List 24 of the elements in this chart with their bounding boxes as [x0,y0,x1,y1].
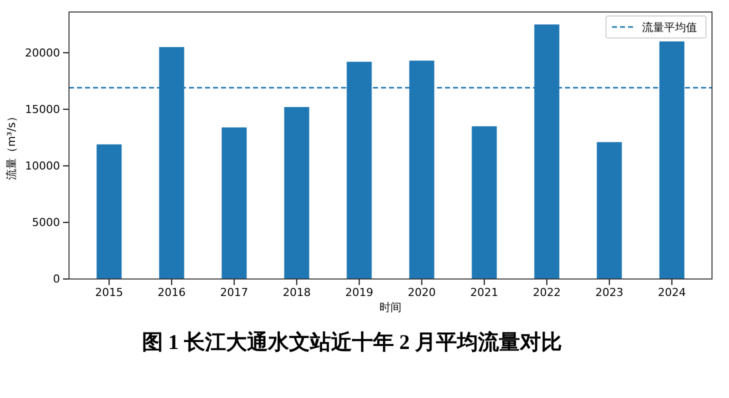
x-tick-label: 2016 [158,286,186,299]
bar [222,127,247,279]
x-tick-label: 2022 [532,286,561,299]
x-tick-label: 2017 [220,286,248,299]
x-tick-label: 2015 [95,286,124,299]
x-tick-label: 2023 [595,286,624,299]
bar [284,107,310,279]
x-tick-label: 2020 [408,286,436,299]
legend-label: 流量平均值 [642,21,697,34]
y-axis-title: 流量（m³/s） [5,111,18,180]
text: 图 1 长江大通水文站近十年 2 月平均流量对比 [142,330,562,354]
x-tick-label: 2018 [282,286,311,299]
y-tick-label: 5000 [32,216,60,229]
bar [96,144,122,279]
y-tick-label: 10000 [25,159,60,172]
y-tick-label: 20000 [25,46,60,60]
x-tick-label: 2019 [345,286,374,299]
x-axis-title: 时间 [380,301,402,314]
x-tick-label: 2021 [470,286,498,299]
bar [472,126,497,279]
x-tick-label: 2024 [658,286,686,299]
bar [596,142,622,279]
y-tick-label: 0 [53,272,60,286]
y-tick-label: 15000 [25,102,60,116]
